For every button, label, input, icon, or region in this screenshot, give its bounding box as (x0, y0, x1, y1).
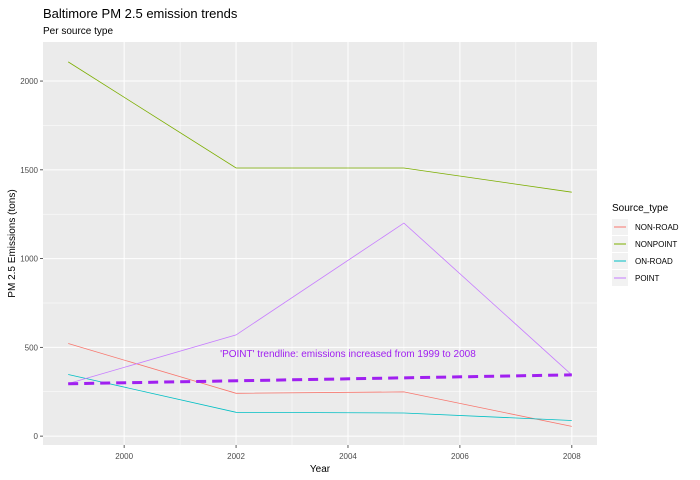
grid-major (43, 42, 597, 445)
x-axis-ticks: 2000 2002 2004 2006 2008 (115, 445, 581, 461)
x-tick-label: 2000 (115, 452, 133, 461)
grid-minor (43, 42, 597, 445)
series-line-non-road (68, 343, 572, 427)
legend-label-point: POINT (635, 274, 660, 283)
x-tick-label: 2006 (451, 452, 469, 461)
y-tick-label: 1500 (20, 166, 38, 175)
x-axis-title: Year (310, 464, 331, 475)
annotation-text: 'POINT' trendline: emissions increased f… (220, 349, 476, 360)
x-tick-label: 2004 (339, 452, 357, 461)
legend-label-nonpoint: NONPOINT (635, 240, 677, 249)
y-tick-label: 1000 (20, 255, 38, 264)
plot-panel (43, 42, 597, 445)
series-line-nonpoint (67, 61, 572, 193)
series-line-on-road (68, 374, 572, 421)
x-tick-label: 2002 (227, 452, 245, 461)
x-tick-label: 2008 (563, 452, 581, 461)
y-tick-label: 0 (34, 432, 39, 441)
legend: Source_type NON-ROAD NONPOINT ON-ROAD POINT (612, 203, 679, 286)
y-tick-label: 500 (25, 343, 39, 352)
y-axis-ticks: 0 500 1000 1500 2000 (20, 77, 43, 441)
chart-subtitle: Per source type (43, 26, 113, 37)
series-lines (67, 61, 573, 427)
legend-title: Source_type (612, 203, 669, 214)
series-line-point (68, 222, 573, 384)
y-tick-label: 2000 (20, 77, 38, 86)
trendline-point (68, 373, 572, 386)
trendline-layer (68, 373, 572, 386)
legend-label-on-road: ON-ROAD (635, 257, 673, 266)
y-axis-title: PM 2.5 Emissions (tons) (7, 189, 18, 297)
legend-label-non-road: NON-ROAD (635, 223, 679, 232)
chart-title: Baltimore PM 2.5 emission trends (43, 6, 238, 21)
